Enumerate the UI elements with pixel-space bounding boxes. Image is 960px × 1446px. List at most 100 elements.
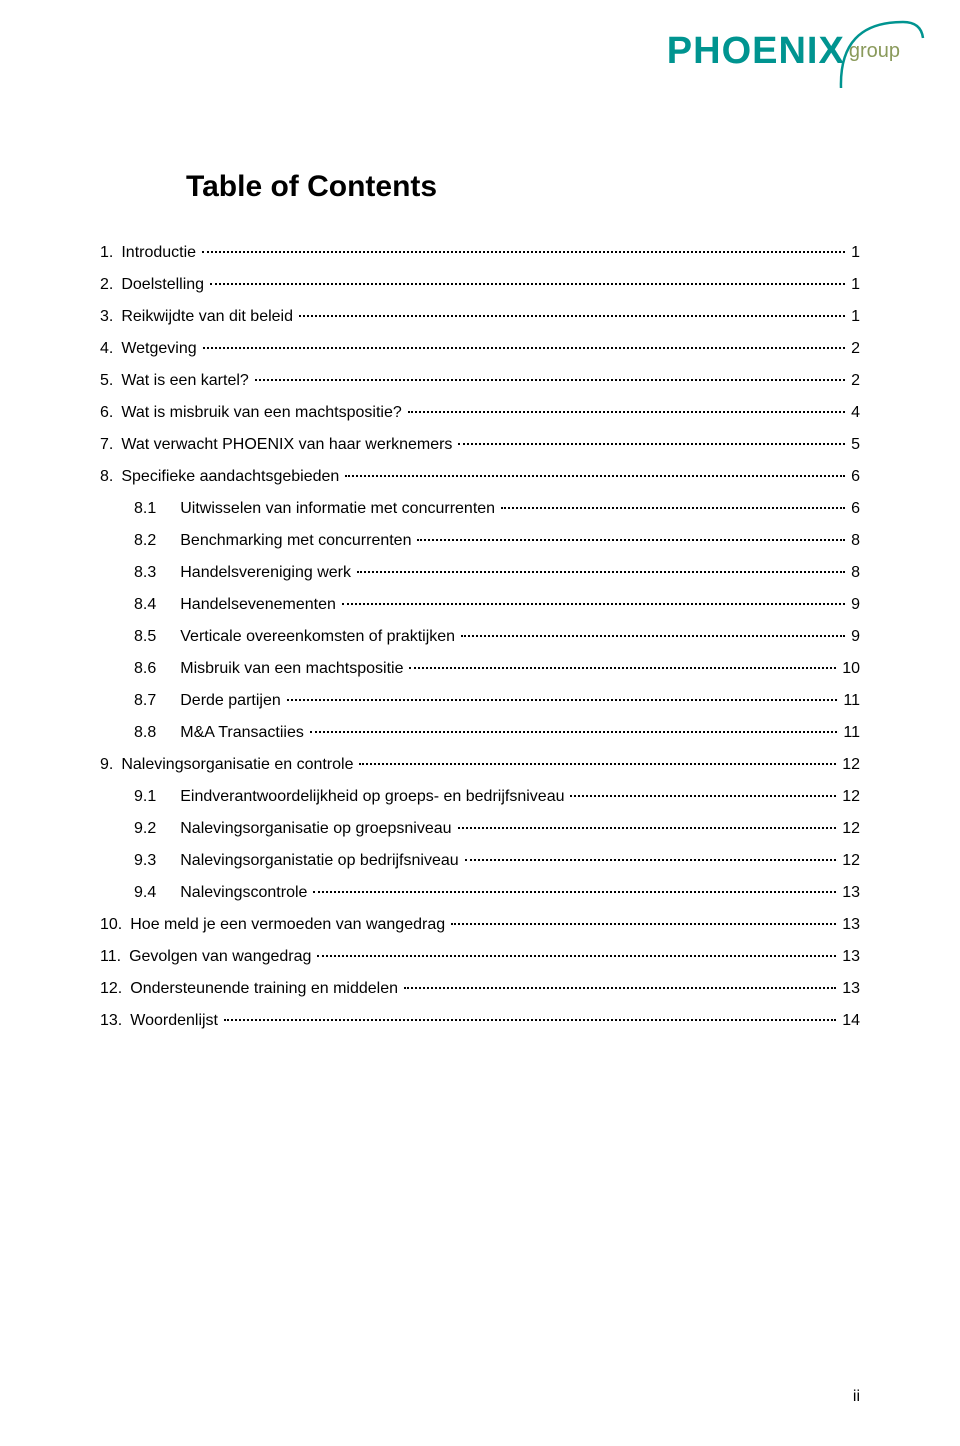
toc-entry: 8.Specifieke aandachtsgebieden6 [100, 468, 860, 486]
toc-entry-number: 11. [100, 948, 121, 966]
toc-dot-leader [255, 379, 845, 381]
toc-entry-label: Verticale overeenkomsten of praktijken [180, 628, 455, 646]
toc-dot-leader [299, 315, 845, 317]
toc-entry: 9.2Nalevingsorganisatie op groepsniveau1… [100, 820, 860, 838]
toc-entry-number: 9. [100, 756, 113, 774]
toc-entry: 3.Reikwijdte van dit beleid1 [100, 308, 860, 326]
toc-entry-label: Wat is misbruik van een machtspositie? [121, 404, 401, 422]
toc-dot-leader [310, 731, 838, 733]
toc-entry-page: 8 [851, 532, 860, 550]
toc-dot-leader [458, 443, 845, 445]
toc-entry-number: 10. [100, 916, 122, 934]
toc-entry-page: 12 [842, 788, 860, 806]
toc-entry-label: Hoe meld je een vermoeden van wangedrag [130, 916, 445, 934]
page-title: Table of Contents [186, 170, 860, 204]
toc-entry-number: 8.4 [134, 596, 156, 614]
toc-entry: 7. Wat verwacht PHOENIX van haar werkneme… [100, 436, 860, 454]
toc-entry-label: Woordenlijst [130, 1012, 218, 1030]
toc-entry: 8.3 Handelsvereniging werk 8 [100, 564, 860, 582]
toc-entry-page: 4 [851, 404, 860, 422]
toc-entry: 1. Introductie 1 [100, 244, 860, 262]
toc-dot-leader [224, 1019, 836, 1021]
toc-entry-page: 1 [851, 276, 860, 294]
toc-dot-leader [461, 635, 845, 637]
toc-dot-leader [313, 891, 836, 893]
logo-suffix-wrap: group [849, 40, 900, 63]
toc-entry-label: Wat verwacht PHOENIX van haar werknemers [121, 436, 452, 454]
toc-entry-number: 8.2 [134, 532, 156, 550]
toc-entry-label: Derde partijen [180, 692, 281, 710]
document-page: PHOENIX group Table of Contents 1. Introd… [0, 0, 960, 1446]
toc-entry-page: 14 [842, 1012, 860, 1030]
toc-dot-leader [417, 539, 845, 541]
toc-entry-number: 9.2 [134, 820, 156, 838]
toc-entry-number: 8. [100, 468, 113, 486]
toc-entry: 8.2 Benchmarking met concurrenten 8 [100, 532, 860, 550]
toc-entry-number: 8.7 [134, 692, 156, 710]
toc-entry-number: 7. [100, 436, 113, 454]
toc-entry-number: 6. [100, 404, 113, 422]
toc-dot-leader [345, 475, 845, 477]
toc-dot-leader [409, 667, 836, 669]
logo-brand-text: PHOENIX [667, 30, 845, 73]
toc-entry-number: 8.8 [134, 724, 156, 742]
toc-entry-page: 5 [851, 436, 860, 454]
toc-entry-label: Wat is een kartel? [121, 372, 248, 390]
toc-entry-label: Ondersteunende training en middelen [130, 980, 398, 998]
toc-entry-label: Nalevingsorganistatie op bedrijfsniveau [180, 852, 458, 870]
toc-entry-number: 8.5 [134, 628, 156, 646]
toc-entry: 8.1Uitwisselen van informatie met concur… [100, 500, 860, 518]
toc-entry: 12.Ondersteunende training en middelen13 [100, 980, 860, 998]
toc-entry-label: Handelsevenementen [180, 596, 336, 614]
table-of-contents: 1.Introductie12.Doelstelling13.Reikwijdt… [100, 244, 860, 1030]
toc-entry-number: 8.6 [134, 660, 156, 678]
toc-entry: 5.Wat is een kartel?2 [100, 372, 860, 390]
toc-entry-page: 13 [842, 916, 860, 934]
toc-entry-number: 3. [100, 308, 113, 326]
toc-entry-label: Wetgeving [121, 340, 196, 358]
toc-entry: 8.7Derde partijen11 [100, 692, 860, 710]
toc-entry: 6. Wat is misbruik van een machtspositie?… [100, 404, 860, 422]
toc-entry: 8.5 Verticale overeenkomsten of praktijke… [100, 628, 860, 646]
toc-dot-leader [203, 347, 845, 349]
toc-entry-label: Introductie [121, 244, 196, 262]
toc-entry: 4.Wetgeving2 [100, 340, 860, 358]
toc-entry-number: 12. [100, 980, 122, 998]
toc-entry-label: M&A Transactiies [180, 724, 304, 742]
toc-dot-leader [458, 827, 837, 829]
logo-arc-icon [831, 10, 931, 100]
toc-dot-leader [359, 763, 836, 765]
toc-entry-label: Gevolgen van wangedrag [129, 948, 311, 966]
toc-dot-leader [202, 251, 845, 253]
toc-entry-page: 2 [851, 340, 860, 358]
logo: PHOENIX group [667, 30, 900, 73]
toc-entry-label: Eindverantwoordelijkheid op groeps- en b… [180, 788, 564, 806]
toc-entry-number: 8.3 [134, 564, 156, 582]
toc-entry-number: 1. [100, 244, 113, 262]
toc-dot-leader [501, 507, 845, 509]
toc-entry-page: 1 [851, 244, 860, 262]
toc-entry-page: 1 [851, 308, 860, 326]
page-number: ii [853, 1388, 860, 1406]
toc-entry-page: 10 [842, 660, 860, 678]
toc-entry-page: 13 [842, 948, 860, 966]
toc-dot-leader [287, 699, 838, 701]
toc-entry: 8.4Handelsevenementen9 [100, 596, 860, 614]
toc-entry: 9.4Nalevingscontrole13 [100, 884, 860, 902]
toc-entry: 8.6Misbruik van een machtspositie10 [100, 660, 860, 678]
toc-entry-label: Benchmarking met concurrenten [180, 532, 411, 550]
toc-dot-leader [342, 603, 845, 605]
toc-dot-leader [404, 987, 836, 989]
toc-entry-label: Nalevingsorganisatie en controle [121, 756, 353, 774]
toc-entry-label: Handelsvereniging werk [180, 564, 351, 582]
toc-entry-page: 12 [842, 820, 860, 838]
toc-entry: 11. Gevolgen van wangedrag 13 [100, 948, 860, 966]
toc-dot-leader [317, 955, 836, 957]
toc-entry-page: 11 [843, 724, 860, 742]
toc-entry-page: 9 [851, 628, 860, 646]
toc-entry-number: 2. [100, 276, 113, 294]
toc-entry: 9.Nalevingsorganisatie en controle12 [100, 756, 860, 774]
toc-entry-number: 9.1 [134, 788, 156, 806]
toc-entry-page: 2 [851, 372, 860, 390]
toc-entry-page: 8 [851, 564, 860, 582]
